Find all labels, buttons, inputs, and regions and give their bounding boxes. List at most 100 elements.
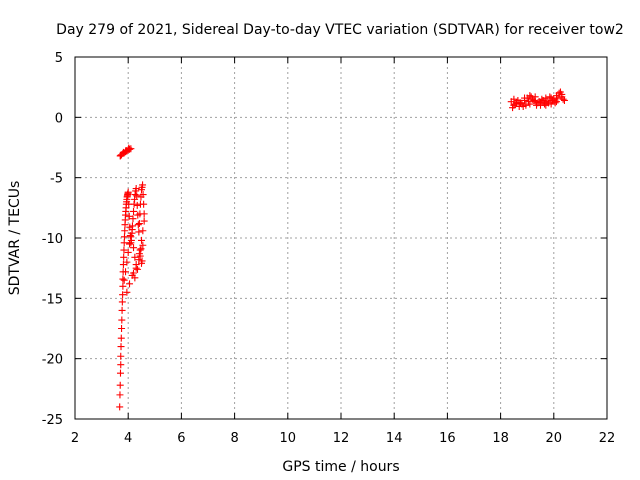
data-point-cluster-early-low [135,220,143,228]
data-point-cluster-early-low [118,298,126,306]
data-point-cluster-early-low [134,221,142,229]
data-point-cluster-early-low [117,361,125,369]
data-point-cluster-late [522,101,530,109]
data-point-cluster-late [551,99,559,107]
data-point-cluster-early-low [130,244,138,252]
data-point-cluster-early-low [116,381,124,389]
data-point-cluster-late [542,101,550,109]
x-tick-label: 20 [546,431,563,446]
data-point-cluster-early-low [119,282,127,290]
chart-title: Day 279 of 2021, Sidereal Day-to-day VTE… [56,22,624,38]
data-point-cluster-late [559,95,567,103]
y-tick-label: -20 [42,353,63,368]
data-point-cluster-late [521,94,529,102]
data-point-cluster-early-low [133,192,141,200]
data-point-cluster-late [543,98,551,106]
data-point-cluster-early-low [128,226,136,234]
data-point-cluster-early-low [133,201,141,209]
x-tick-label: 4 [124,431,132,446]
data-point-cluster-early-low [123,258,131,266]
data-point-cluster-late [537,99,544,107]
x-tick-label: 12 [333,431,350,446]
data-point-cluster-early-low [122,268,130,276]
data-point-cluster-early-low [128,271,136,279]
data-point-cluster-late [533,101,541,109]
data-point-cluster-early-low [118,316,126,324]
y-tick-label: 0 [55,111,63,126]
data-point-cluster-early-low [135,228,143,236]
data-point-cluster-early-low [132,185,140,193]
y-tick-label: 5 [55,51,63,66]
data-point-cluster-early-low [139,241,147,249]
data-point-cluster-early-low [120,276,128,284]
data-point-cluster-early-low [139,191,147,199]
data-point-cluster-late [530,96,538,104]
data-point-cluster-late [547,94,555,102]
plot-frame [74,56,608,420]
data-point-cluster-early-low [117,334,125,342]
data-point-cluster-early-low [120,246,128,254]
data-point-cluster-early-low [117,343,125,351]
data-point-cluster-early-low [135,250,143,258]
data-point-cluster-late [552,98,560,106]
data-point-cluster-late [510,95,518,103]
y-tick-label: -5 [50,172,63,187]
x-tick-label: 2 [71,431,79,446]
data-point-cluster-early-low [126,280,134,288]
data-point-cluster-late [558,90,566,98]
data-point-cluster-early-low [124,188,132,196]
data-point-cluster-early-low [139,227,147,235]
data-point-cluster-late [560,96,568,104]
x-tick-labels: 2 4 6 8 10 12 14 16 18 20 22 [71,431,615,446]
data-point-cluster-early-low [121,227,129,235]
data-point-cluster-early-low [130,207,138,215]
grid-lines [75,57,607,419]
data-point-cluster-early-low [140,200,148,208]
x-tick-label: 10 [280,431,297,446]
data-point-cluster-early-low [138,257,146,265]
data-point-cluster-early-low [134,265,142,273]
x-tick-label: 6 [177,431,185,446]
data-point-cluster-early-low [132,264,140,272]
data-point-cluster-late [511,100,519,108]
y-tick-label: -25 [42,413,63,428]
y-axis-label: SDTVAR / TECUs [7,181,23,296]
data-point-cluster-early-low [138,236,145,244]
data-point-cluster-early-low [120,233,128,241]
data-point-cluster-late [526,100,534,108]
data-point-cluster-early-low [135,256,143,264]
data-point-cluster-early-low [123,288,131,296]
data-point-cluster-early-low [116,369,124,377]
data-point-cluster-early-low [117,352,125,360]
data-point-cluster-early-low [136,246,144,254]
data-point-cluster-early-low [118,325,126,332]
x-tick-label: 22 [599,431,616,446]
data-point-cluster-early-high [126,145,134,153]
data-point-cluster-early-low [116,391,124,399]
data-point-cluster-early-low [140,210,148,218]
x-tick-label: 8 [230,431,238,446]
data-point-cluster-early-low [119,291,127,299]
data-point-cluster-late [547,100,555,108]
data-point-cluster-late [515,99,523,107]
data-point-cluster-early-low [125,212,133,220]
data-point-cluster-late [546,93,554,101]
x-tick-label: 16 [439,431,456,446]
data-point-cluster-early-low [119,275,127,283]
data-point-cluster-late [554,94,562,102]
data-point-cluster-late [538,95,546,103]
data-point-cluster-late [509,104,517,112]
y-tick-label: -10 [42,232,63,247]
data-point-cluster-early-low [140,217,148,225]
y-tick-labels: -25 -20 -15 -10 -5 0 5 [42,51,63,428]
y-tick-label: -15 [42,292,63,307]
data-point-cluster-early-low [120,239,128,247]
data-point-cluster-early-low [131,253,139,261]
data-point-cluster-early-high [125,144,133,152]
data-point-cluster-early-low [127,233,135,241]
data-point-cluster-early-low [126,240,134,248]
data-point-cluster-early-low [116,403,124,411]
x-tick-label: 14 [386,431,403,446]
